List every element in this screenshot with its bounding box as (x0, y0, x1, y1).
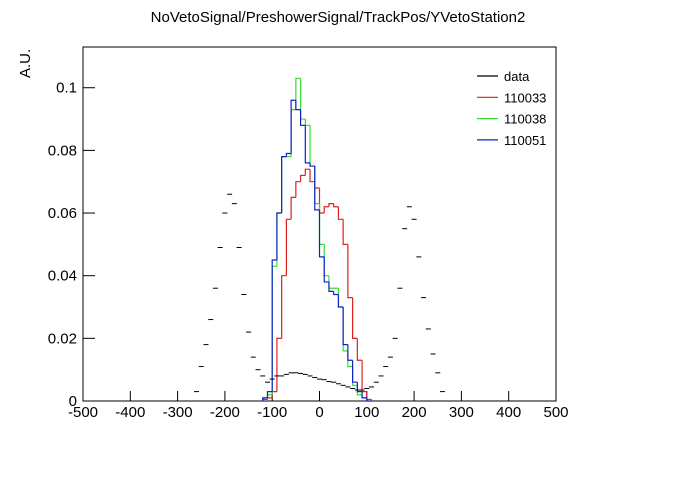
histogram-bin (352, 360, 358, 383)
y-tick-label: 0.02 (48, 330, 77, 347)
histogram-bin (309, 162, 315, 167)
chart-title: NoVetoSignal/PreshowerSignal/TrackPos/YV… (151, 9, 526, 26)
x-tick-label: 400 (496, 404, 521, 421)
x-tick-label: -500 (68, 404, 98, 421)
histogram-bin (323, 206, 329, 214)
histogram-bin (276, 337, 282, 392)
legend-label: 110051 (504, 133, 546, 148)
histogram-bin (304, 125, 311, 164)
histogram-bin (314, 166, 320, 211)
histogram-bin (299, 109, 306, 126)
y-tick-label: 0.04 (48, 268, 77, 285)
x-tick-label: 0 (315, 404, 323, 421)
histogram-bin (295, 100, 301, 111)
histogram-bin (328, 281, 334, 292)
histogram-bin (309, 169, 315, 183)
histogram-bin (356, 382, 363, 393)
x-tick-label: -400 (115, 404, 145, 421)
histogram-bin (304, 168, 311, 176)
legend-label: data (504, 69, 530, 84)
histogram-bin (295, 181, 301, 198)
histogram-bin (276, 212, 282, 261)
histogram-bin (266, 391, 273, 398)
histogram-bin (323, 256, 329, 283)
histogram-bin (271, 259, 277, 392)
histogram-bin (299, 174, 306, 182)
histogram-bin (318, 209, 325, 258)
y-tick-label: 0.1 (56, 80, 77, 97)
histogram-bin (352, 297, 358, 339)
legend-label: 110038 (504, 112, 546, 127)
y-tick-label: 0.08 (48, 142, 77, 159)
histogram-bin (342, 219, 348, 245)
histogram-bin (290, 196, 296, 220)
histogram-bin (262, 397, 268, 401)
histogram-bin (342, 307, 348, 346)
histogram-bin (295, 77, 301, 110)
x-tick-label: -200 (210, 404, 240, 421)
histogram-bin (281, 275, 287, 339)
y-tick-label: 0.06 (48, 205, 77, 222)
legend-label: 110033 (504, 90, 546, 105)
histogram-bin (337, 206, 344, 220)
x-tick-label: 500 (543, 404, 568, 421)
histogram-bin (285, 218, 292, 276)
x-tick-label: 300 (449, 404, 474, 421)
histogram-bin (290, 99, 296, 154)
y-tick-label: 0 (69, 393, 77, 410)
x-tick-label: -300 (163, 404, 193, 421)
x-tick-label: -100 (257, 404, 287, 421)
x-tick-label: 200 (402, 404, 427, 421)
histogram-bin (285, 152, 292, 157)
histogram-bin (337, 294, 344, 308)
histogram-bin (347, 344, 353, 361)
histogram-bin (328, 203, 334, 207)
histogram-bin (361, 391, 367, 399)
histogram-bin (333, 291, 339, 296)
x-tick-label: 100 (354, 404, 379, 421)
y-axis-label: A.U. (17, 49, 34, 78)
histogram-bin (356, 338, 363, 361)
histogram-bin (347, 244, 353, 299)
histogram-bin (366, 397, 372, 402)
histogram-bin (333, 203, 339, 208)
histogram-bin (281, 156, 287, 214)
